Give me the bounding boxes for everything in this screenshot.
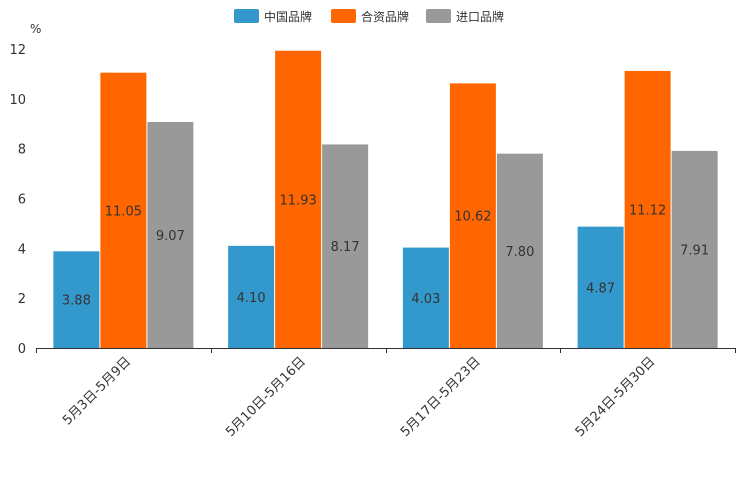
bar-value-label: 4.10 — [237, 291, 266, 306]
y-tick-label: 4 — [18, 242, 26, 257]
bar-value-label: 4.03 — [411, 292, 440, 307]
legend-swatch-3 — [426, 9, 451, 23]
bar-4-2[interactable] — [624, 70, 671, 348]
legend-label-2: 合资品牌 — [361, 9, 409, 24]
x-category-label: 5月17日-5月23日 — [398, 354, 484, 440]
legend-swatch-1 — [234, 9, 259, 23]
x-category-label: 5月24日-5月30日 — [573, 354, 659, 440]
bar-2-2[interactable] — [275, 50, 322, 348]
x-axis: 5月3日-5月9日 5月10日-5月16日 5月17日-5月23日 5月24日-5月3… — [36, 348, 736, 440]
bar-value-label: 9.07 — [156, 229, 185, 244]
bar-1-3[interactable] — [147, 122, 194, 349]
bar-4-3[interactable] — [671, 150, 718, 348]
legend: 中国品牌 合资品牌 进口品牌 — [234, 9, 504, 24]
bar-value-label: 8.17 — [331, 240, 360, 255]
bar-value-label: 4.87 — [586, 281, 615, 296]
bar-value-label: 7.91 — [680, 243, 709, 258]
y-tick-label: 8 — [18, 143, 26, 158]
y-tick-label: 12 — [9, 43, 26, 58]
y-axis: 0 2 4 6 8 10 12 — [9, 43, 26, 357]
legend-swatch-2 — [331, 9, 356, 23]
bar-value-label: 3.88 — [62, 294, 91, 309]
legend-label-3: 进口品牌 — [456, 10, 504, 24]
y-tick-label: 10 — [9, 93, 26, 108]
y-axis-unit-label: % — [30, 22, 41, 36]
bar-1-2[interactable] — [100, 72, 147, 348]
y-tick-label: 2 — [18, 292, 26, 307]
bar-2-3[interactable] — [322, 144, 369, 348]
bars-group: 3.88 11.05 9.07 4.10 11.93 8.17 4.03 10.62 7.80 4… — [53, 50, 718, 349]
bar-value-label: 10.62 — [454, 210, 491, 225]
bar-value-label: 11.05 — [105, 204, 142, 219]
bar-3-2[interactable] — [449, 83, 496, 348]
y-tick-label: 0 — [18, 342, 26, 357]
bar-value-label: 11.12 — [629, 203, 666, 218]
x-category-label: 5月3日-5月9日 — [60, 354, 134, 428]
bar-2-1[interactable] — [228, 245, 275, 348]
bar-4-1[interactable] — [577, 226, 624, 348]
bar-3-3[interactable] — [496, 153, 543, 348]
legend-label-1: 中国品牌 — [264, 9, 312, 24]
x-category-label: 5月10日-5月16日 — [223, 354, 309, 440]
bar-3-1[interactable] — [402, 247, 449, 348]
y-tick-label: 6 — [18, 193, 26, 208]
bar-value-label: 11.93 — [280, 193, 317, 208]
bar-value-label: 7.80 — [505, 245, 534, 260]
bar-1-1[interactable] — [53, 251, 100, 348]
